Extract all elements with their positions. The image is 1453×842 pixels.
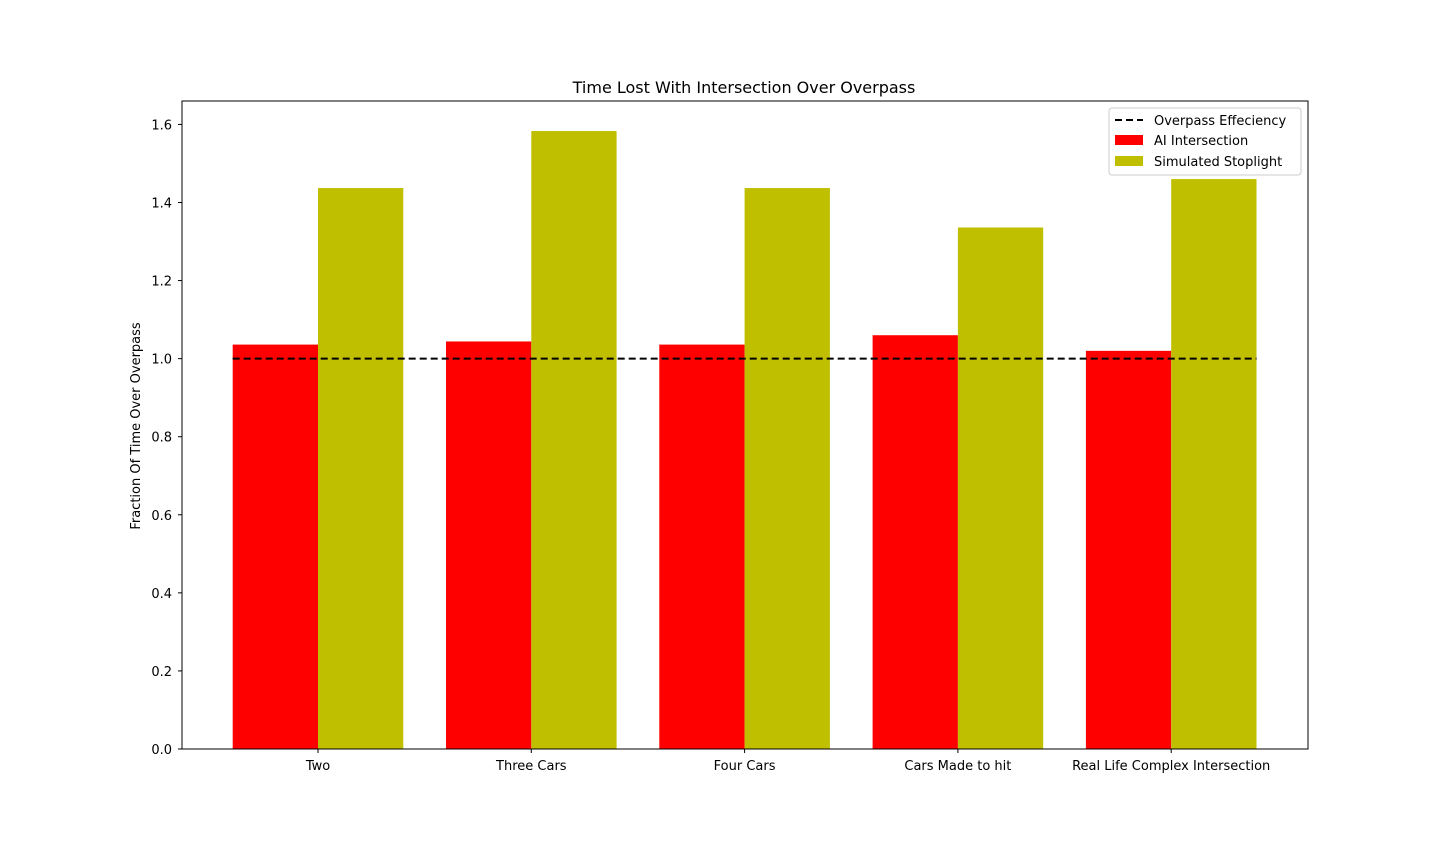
y-tick-label: 1.4: [151, 196, 172, 211]
legend-swatch-ai-intersection: [1115, 135, 1143, 145]
bar-ai-intersection-3: [872, 335, 958, 749]
bar-ai-intersection-0: [232, 344, 318, 749]
y-axis-label: Fraction Of Time Over Overpass: [129, 322, 144, 530]
x-tick-label: Two: [305, 759, 330, 774]
x-tick-label: Four Cars: [714, 759, 776, 774]
bar-ai-intersection-1: [446, 341, 532, 749]
y-tick-label: 0.2: [151, 665, 172, 680]
bar-simulated-stoplight-2: [744, 188, 830, 749]
x-tick-label: Three Cars: [495, 759, 567, 774]
y-tick-label: 0.8: [151, 431, 172, 446]
legend-box: [1108, 107, 1302, 176]
bar-simulated-stoplight-0: [318, 188, 404, 749]
bar-simulated-stoplight-1: [531, 131, 617, 749]
chart-title: Time Lost With Intersection Over Overpas…: [572, 78, 916, 97]
legend-label: Simulated Stoplight: [1154, 155, 1282, 170]
x-tick-label: Real Life Complex Intersection: [1072, 759, 1270, 774]
y-tick-label: 0.0: [151, 743, 172, 758]
bar-simulated-stoplight-4: [1171, 179, 1257, 750]
plot-area: [232, 131, 1257, 750]
y-tick-label: 1.2: [151, 275, 172, 290]
x-tick-label: Cars Made to hit: [904, 759, 1011, 774]
legend-label: Overpass Effeciency: [1154, 114, 1286, 129]
y-tick-label: 0.6: [151, 509, 172, 524]
bar-ai-intersection-4: [1085, 350, 1172, 749]
axes: 0.0 0.2 0.4 0.6 0.8 1.0 1.2 1.4 1.6 Two Three Cars…: [151, 118, 1270, 774]
bar-simulated-stoplight-3: [957, 227, 1044, 749]
legend-swatch-simulated-stoplight: [1115, 156, 1143, 166]
bar-ai-intersection-2: [659, 344, 745, 749]
legend: Overpass Effeciency AI Intersection Simula…: [1108, 107, 1302, 176]
legend-label: AI Intersection: [1154, 134, 1248, 149]
y-tick-label: 0.4: [151, 587, 172, 602]
y-tick-label: 1.6: [151, 118, 172, 133]
y-tick-label: 1.0: [151, 353, 172, 368]
